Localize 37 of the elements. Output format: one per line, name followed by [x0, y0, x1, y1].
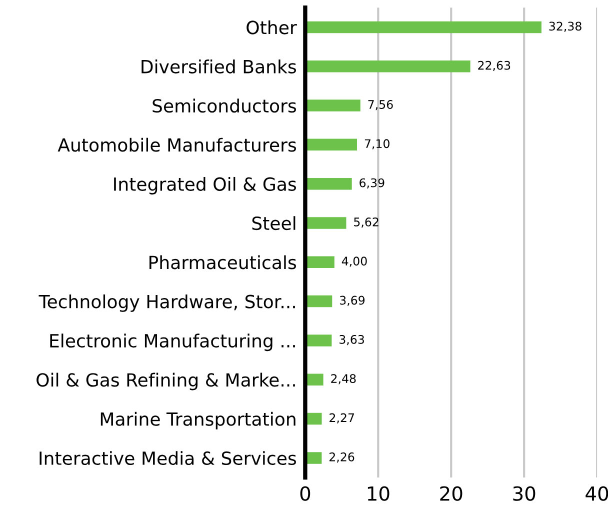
y-tick-label: Marine Transportation	[100, 412, 296, 430]
data-label: 3,69	[340, 296, 365, 306]
y-tick-label: Automobile Manufacturers	[58, 138, 296, 152]
bar	[305, 21, 542, 34]
y-tick-label: Integrated Oil & Gas	[114, 176, 296, 194]
y-tick-label: Oil & Gas Refining & Marke...	[36, 372, 295, 390]
y-tick-label: Other	[246, 20, 297, 34]
y-tick-label: Diversified Banks	[142, 60, 296, 74]
data-label: 2,26	[330, 452, 354, 463]
y-tick-label: Interactive Media & Services	[40, 451, 296, 466]
x-tick-label: 40	[586, 486, 608, 501]
y-tick-label: Technology Hardware, Stor...	[38, 294, 295, 312]
data-label: 22,63	[478, 60, 510, 71]
data-label: 3,63	[340, 334, 364, 346]
data-label: 32,38	[549, 22, 582, 32]
bar	[305, 60, 470, 72]
bar	[305, 178, 352, 190]
y-tick-label: Pharmaceuticals	[150, 255, 296, 270]
x-tick-label: 30	[513, 486, 536, 501]
data-label: 7,56	[368, 100, 393, 110]
data-label: 6,39	[360, 178, 384, 188]
y-tick-label: Semiconductors	[152, 98, 296, 113]
data-label: 2,48	[331, 374, 356, 384]
bar	[305, 100, 360, 112]
data-label: 2,27	[330, 413, 354, 424]
x-tick-label: 20	[440, 486, 462, 501]
y-tick-label: Steel	[252, 216, 296, 230]
x-tick-label: 0	[300, 486, 310, 501]
y-tick-label: Electronic Manufacturing ...	[50, 334, 295, 352]
data-label: 7,10	[364, 139, 390, 150]
bar	[305, 138, 358, 151]
data-label: 4,00	[342, 256, 367, 267]
bar	[305, 334, 332, 346]
bar	[305, 256, 334, 268]
x-tick-label: 10	[368, 486, 390, 501]
data-label: 5,62	[354, 217, 378, 228]
bar	[305, 217, 346, 229]
